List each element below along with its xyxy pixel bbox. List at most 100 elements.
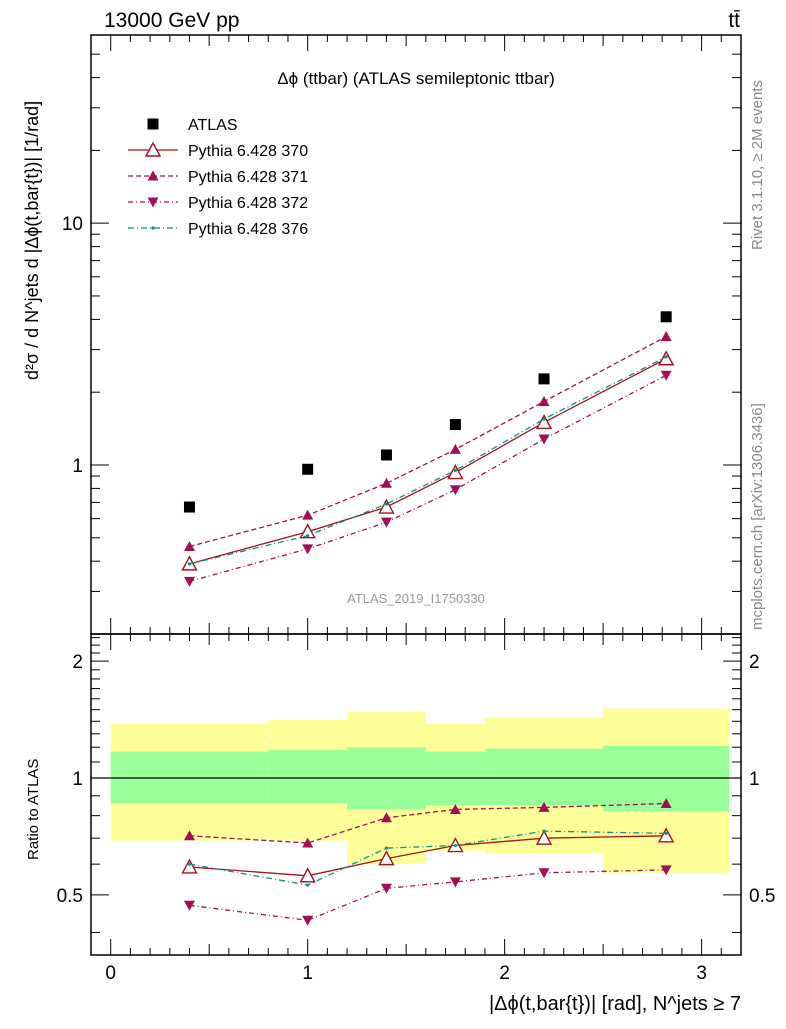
data-point <box>306 534 310 538</box>
data-point <box>378 498 395 514</box>
data-point <box>538 396 550 407</box>
ratio-point <box>453 843 457 848</box>
uncertainty-band-inner <box>268 750 348 804</box>
ratio-tick-label-right: 0.5 <box>749 886 775 907</box>
ratio-point <box>183 900 195 911</box>
legend-marker <box>147 197 159 208</box>
ratio-series-4 <box>187 829 668 887</box>
ratio-point <box>664 831 668 836</box>
y-tick-label: 1 <box>72 456 83 477</box>
x-axis-label: |Δϕ(t,bar{t})| [rad], N^jets ≥ 7 <box>489 993 741 1015</box>
data-point <box>183 541 195 552</box>
ratio-series-2 <box>183 797 672 848</box>
data-point <box>449 485 461 496</box>
ratio-point <box>306 883 310 887</box>
series-3 <box>183 370 672 587</box>
data-point <box>449 443 461 454</box>
legend: ATLAS Pythia 6.428 370 Pythia 6.428 371 Pyt… <box>128 117 308 238</box>
ratio-line <box>189 869 667 921</box>
ratio-point <box>449 877 461 888</box>
data-point <box>302 544 314 555</box>
legend-marker <box>151 226 155 230</box>
ratio-tick-label-left: 1 <box>72 769 83 790</box>
ratio-point <box>302 915 314 926</box>
series-2 <box>183 330 672 552</box>
main-axis-ticks: 1 10 <box>62 34 742 635</box>
ratio-point <box>542 829 546 833</box>
energy-label: 13000 GeV pp <box>104 9 239 32</box>
ratio-tick-label-left: 0.5 <box>57 886 83 907</box>
main-panel: 1 10 Δϕ (ttbar) (ATLAS semileptonic ttbar… <box>22 34 742 635</box>
data-point <box>302 509 314 520</box>
series-1 <box>181 350 675 571</box>
series-line <box>189 358 667 565</box>
ratio-series-1 <box>181 827 675 883</box>
ratio-axis-label: Ratio to ATLAS <box>25 759 42 860</box>
data-point <box>299 523 316 539</box>
legend-label: ATLAS <box>188 117 238 134</box>
legend-marker <box>147 118 159 130</box>
main-plot-area <box>181 311 675 587</box>
ratio-tick-label-right: 1 <box>749 769 760 790</box>
ratio-point <box>183 830 195 841</box>
ratio-point <box>302 837 314 848</box>
ratio-point <box>535 829 553 845</box>
data-point <box>538 434 550 445</box>
ratio-point <box>538 801 550 812</box>
legend-label: Pythia 6.428 371 <box>188 169 308 186</box>
ratio-tick-label-right: 2 <box>749 652 760 673</box>
ratio-series-3 <box>183 865 672 926</box>
x-tick-label: 3 <box>696 963 707 984</box>
y-tick-label: 10 <box>62 214 83 235</box>
data-point <box>183 576 195 587</box>
legend-marker <box>147 170 159 181</box>
legend-label: Pythia 6.428 372 <box>188 195 308 212</box>
process-label: tt̄ <box>728 9 740 32</box>
ratio-point <box>299 867 316 883</box>
series-line <box>189 335 667 548</box>
data-point <box>302 463 314 475</box>
data-point <box>380 449 392 461</box>
series-line <box>189 374 667 583</box>
data-point <box>187 562 192 566</box>
ratio-frame <box>90 633 742 956</box>
data-point <box>660 330 672 341</box>
ratio-point <box>660 865 672 876</box>
data-point <box>660 370 672 381</box>
data-point <box>447 464 464 480</box>
data-point <box>542 417 546 421</box>
uncertainty-band-inner <box>484 748 604 806</box>
ratio-point <box>449 803 461 814</box>
ratio-line <box>189 830 667 886</box>
x-tick-label: 1 <box>302 963 313 984</box>
ratio-point <box>657 827 675 843</box>
data-point <box>380 517 392 528</box>
ratio-axis-ticks: 0.5 0.5 1 1 2 2 0 1 2 3 <box>57 634 775 984</box>
series-0 <box>183 311 672 513</box>
ratio-point <box>181 858 198 874</box>
data-point <box>449 419 461 431</box>
ratio-point <box>380 812 392 823</box>
legend-marker <box>144 141 162 157</box>
data-point <box>453 468 457 472</box>
data-point <box>183 501 195 513</box>
x-tick-label: 2 <box>499 963 510 984</box>
ratio-tick-label-left: 2 <box>72 652 83 673</box>
y-axis-label: d²σ / d N^jets d |Δϕ(t,bar{t})| [1/rad] <box>22 101 42 380</box>
chart-title: Δϕ (ttbar) (ATLAS semileptonic ttbar) <box>277 69 555 88</box>
ratio-point <box>538 868 550 879</box>
source-label: mcplots.cern.ch [arXiv:1306.3436] <box>749 403 766 630</box>
data-point <box>664 355 668 359</box>
ratio-line <box>189 802 667 844</box>
ratio-plot-area <box>91 708 741 926</box>
ratio-point <box>378 850 395 866</box>
legend-label: Pythia 6.428 376 <box>188 221 308 238</box>
rivet-version-label: Rivet 3.1.10, ≥ 2M events <box>749 80 766 250</box>
ratio-panel: 0.5 0.5 1 1 2 2 0 1 2 3 Ratio to ATLAS <box>25 633 775 984</box>
legend-label: Pythia 6.428 370 <box>188 143 308 160</box>
series-line <box>189 356 667 565</box>
data-point <box>384 502 389 506</box>
x-tick-label: 0 <box>105 963 116 984</box>
data-point <box>660 311 672 323</box>
